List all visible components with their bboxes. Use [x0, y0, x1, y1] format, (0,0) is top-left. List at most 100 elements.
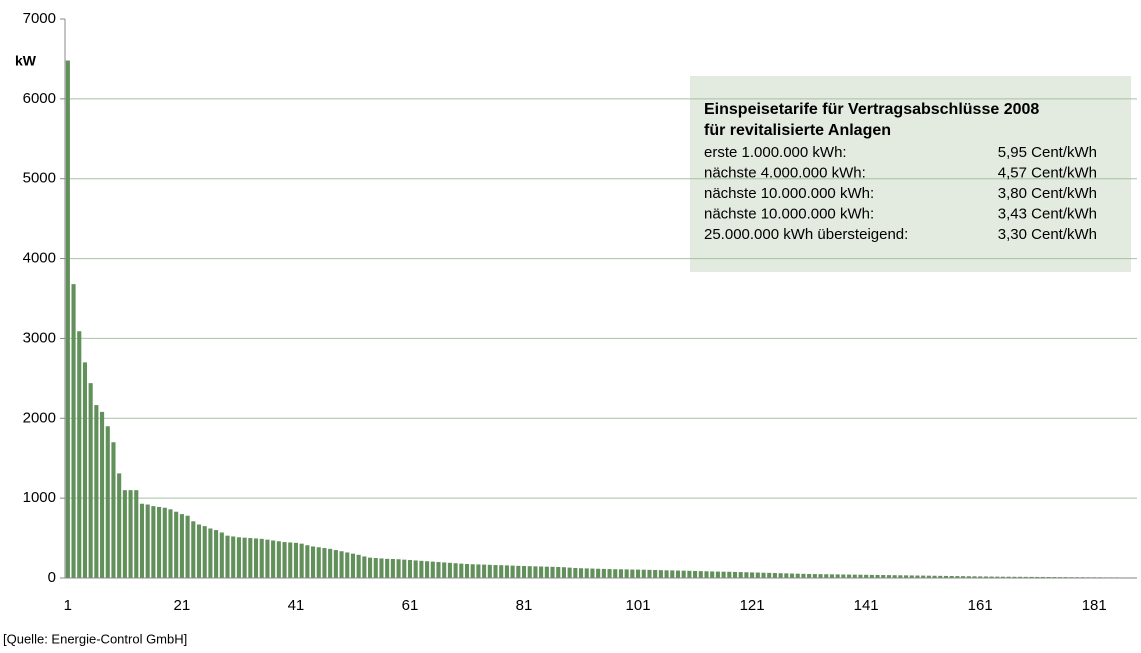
bar — [795, 573, 800, 578]
bar — [869, 574, 874, 578]
bar — [1035, 576, 1040, 578]
bar — [185, 515, 190, 578]
bar — [65, 60, 70, 579]
bar — [208, 528, 213, 578]
bar — [476, 564, 481, 578]
info-value: 3,43 Cent/kWh — [998, 205, 1097, 222]
bar — [442, 562, 447, 578]
bar — [943, 575, 949, 578]
bar — [858, 574, 863, 578]
bar — [105, 426, 110, 578]
bar — [989, 576, 994, 578]
bar — [966, 576, 971, 578]
bar — [385, 558, 390, 578]
bar — [447, 562, 452, 578]
bar — [94, 405, 99, 578]
bar — [727, 571, 732, 578]
bar — [573, 568, 578, 578]
bar — [362, 556, 367, 578]
bar — [584, 568, 589, 578]
bar — [299, 543, 304, 578]
bar — [202, 526, 207, 578]
bar — [259, 538, 264, 578]
y-tick-label: 1000 — [23, 489, 56, 506]
bar — [846, 574, 852, 578]
bar — [305, 545, 310, 578]
bar — [607, 569, 612, 578]
bar — [1000, 576, 1006, 578]
bar — [407, 560, 413, 578]
bar — [521, 566, 527, 578]
info-label: erste 1.000.000 kWh: — [704, 144, 847, 161]
bar — [459, 563, 464, 578]
bar — [430, 561, 435, 578]
info-label: nächste 10.000.000 kWh: — [704, 205, 874, 222]
bar — [938, 575, 943, 578]
bar — [1029, 576, 1034, 578]
bar — [276, 541, 281, 578]
bar — [978, 576, 983, 578]
bar — [436, 562, 441, 578]
x-tick-label: 61 — [402, 597, 419, 614]
bar — [732, 571, 738, 578]
bar — [772, 573, 777, 578]
bar — [100, 411, 105, 578]
bar — [71, 284, 76, 578]
bar — [807, 574, 812, 578]
bar — [801, 573, 806, 578]
bar — [972, 576, 977, 578]
bar — [271, 540, 276, 578]
bar — [493, 565, 498, 578]
bar — [533, 566, 538, 578]
bar — [1040, 576, 1045, 578]
bar — [904, 575, 909, 578]
bar — [453, 563, 458, 578]
bar — [333, 550, 338, 578]
x-tick-label: 81 — [516, 597, 533, 614]
bar — [767, 572, 772, 578]
bar — [499, 565, 504, 578]
bar — [710, 571, 715, 578]
bar — [1018, 576, 1023, 578]
bar — [955, 576, 960, 578]
y-tick-label: 2000 — [23, 409, 56, 426]
bar — [613, 569, 618, 578]
bar — [864, 574, 869, 578]
bar — [567, 567, 572, 578]
bar — [191, 521, 196, 578]
bar — [219, 532, 224, 578]
bar — [693, 570, 698, 578]
bar — [681, 570, 686, 578]
bar — [983, 576, 988, 578]
source-note: [Quelle: Energie-Control GmbH] — [3, 631, 187, 646]
bar — [1012, 576, 1017, 578]
x-tick-label: 41 — [288, 597, 305, 614]
bar — [578, 568, 584, 578]
bar — [636, 569, 641, 578]
bar — [624, 569, 629, 578]
bar — [231, 536, 236, 578]
bar — [835, 574, 840, 578]
y-tick-label: 4000 — [23, 250, 56, 267]
info-title: Einspeisetarife für Vertragsabschlüsse 2… — [704, 101, 1039, 118]
bar — [687, 570, 692, 578]
bar — [744, 572, 749, 578]
bar — [111, 442, 116, 578]
info-value: 3,30 Cent/kWh — [998, 226, 1097, 243]
bar — [630, 569, 635, 578]
bar — [926, 575, 931, 578]
bar — [892, 575, 897, 578]
bar — [350, 553, 356, 578]
bar — [174, 511, 179, 578]
bar — [396, 559, 401, 578]
bar — [139, 503, 145, 578]
bar — [715, 571, 720, 578]
bar — [778, 573, 783, 578]
info-box — [690, 76, 1131, 272]
bar — [368, 557, 373, 578]
info-label: nächste 4.000.000 kWh: — [704, 164, 866, 181]
bar — [379, 558, 384, 578]
bar — [122, 490, 127, 578]
bar — [829, 574, 834, 578]
